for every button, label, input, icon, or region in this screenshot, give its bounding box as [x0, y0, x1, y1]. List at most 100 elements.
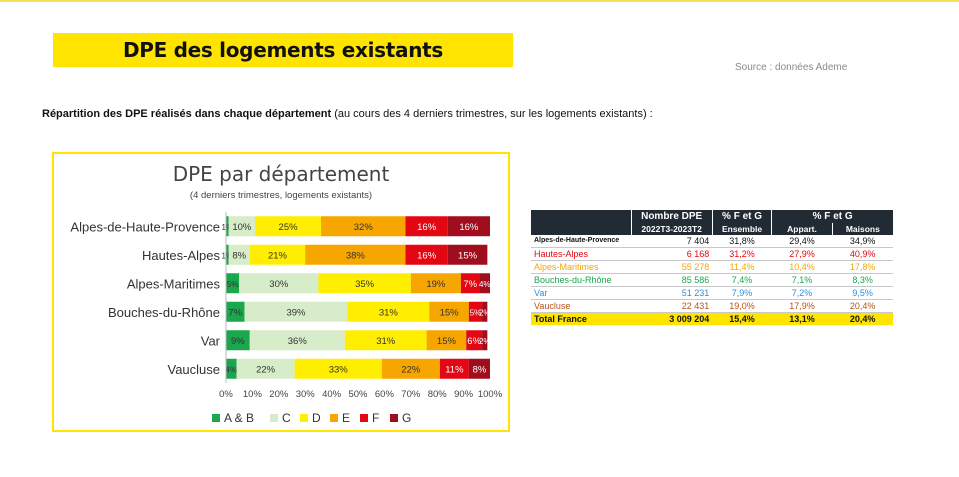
data-label: 4%	[225, 365, 237, 374]
row-name: Alpes-Maritimes	[531, 260, 632, 274]
legend-swatch	[330, 414, 338, 422]
bar-segment	[479, 273, 490, 294]
legend-label: C	[282, 411, 291, 425]
bar-segment	[226, 301, 245, 322]
row-nombre: 85 586	[631, 273, 713, 287]
table-row: Bouches-du-Rhône 85 586 7,4% 7,1% 8,3%	[531, 273, 893, 287]
bar-segment	[255, 216, 322, 237]
data-label: 6%	[467, 336, 481, 347]
bar-segment	[249, 244, 306, 265]
table-header-top: Nombre DPE % F et G % F et G	[531, 210, 893, 223]
row-appart: 7,2%	[771, 286, 833, 300]
data-label: 31%	[376, 336, 396, 347]
legend-label: A & B	[224, 411, 254, 425]
bar-segment	[226, 273, 240, 294]
data-label: 39%	[286, 307, 306, 318]
category-label: Hautes-Alpes	[142, 248, 221, 263]
bar-segment	[305, 244, 406, 265]
bar-segment	[249, 330, 345, 351]
data-label: 36%	[288, 336, 308, 347]
row-maisons: 40,9%	[832, 247, 893, 261]
row-maisons: 20,4%	[832, 299, 893, 313]
data-label: 35%	[355, 279, 375, 290]
header-appart: Appart.	[771, 223, 833, 235]
x-tick-label: 10%	[243, 389, 263, 400]
row-name: Bouches-du-Rhône	[531, 273, 632, 287]
row-maisons: 34,9%	[832, 235, 893, 248]
chart-frame: DPE par département (4 derniers trimestre…	[52, 152, 510, 432]
table-row: Hautes-Alpes 6 168 31,2% 27,9% 40,9%	[531, 247, 893, 261]
total-name: Total France	[531, 312, 632, 325]
x-tick-label: 30%	[296, 389, 316, 400]
header-maisons: Maisons	[831, 223, 893, 235]
bar-segment	[410, 273, 461, 294]
dpe-table-wrap: Nombre DPE % F et G % F et G 2022T3-2023…	[531, 210, 893, 325]
data-label: 4%	[479, 280, 491, 289]
header-nombre: Nombre DPE	[630, 210, 713, 223]
row-ensemble: 31,8%	[712, 235, 772, 248]
legend-swatch	[270, 414, 278, 422]
data-label: 8%	[473, 364, 487, 375]
subtitle-rest: (au cours des 4 derniers trimestres, sur…	[331, 108, 653, 120]
row-nombre: 55 278	[631, 260, 713, 274]
total-appart: 13,1%	[771, 312, 833, 325]
legend-label: F	[372, 411, 379, 425]
x-tick-label: 40%	[322, 389, 342, 400]
bar-segment	[405, 244, 448, 265]
data-label: 11%	[445, 364, 464, 375]
table-total-row: Total France 3 009 204 15,4% 13,1% 20,4%	[531, 312, 893, 325]
category-label: Alpes-de-Haute-Provence	[70, 219, 220, 234]
table-header-bottom: 2022T3-2023T2 Ensemble Appart. Maisons	[531, 223, 893, 235]
data-label: 2%	[479, 337, 491, 346]
bar-segment	[429, 301, 469, 322]
table-row: Var 51 231 7,9% 7,2% 9,5%	[531, 286, 893, 300]
row-ensemble: 19,0%	[712, 299, 772, 313]
header-period: 2022T3-2023T2	[630, 223, 713, 235]
data-label: 22%	[256, 364, 276, 375]
category-label: Vaucluse	[167, 362, 220, 377]
bar-segment	[447, 244, 488, 265]
x-tick-label: 90%	[454, 389, 474, 400]
x-tick-label: 100%	[478, 389, 503, 400]
data-label: 1%	[222, 251, 234, 260]
header-blank	[531, 210, 632, 223]
row-maisons: 8,3%	[832, 273, 893, 287]
legend-label: E	[342, 411, 350, 425]
bar-segment	[294, 358, 382, 379]
table-row: Alpes-Maritimes 55 278 11,4% 10,4% 17,8%	[531, 260, 893, 274]
subtitle-bold: Répartition des DPE réalisés dans chaque…	[42, 108, 332, 120]
bar-segment	[226, 244, 229, 265]
data-label: 7%	[463, 279, 477, 290]
x-tick-label: 60%	[375, 389, 395, 400]
x-tick-label: 80%	[428, 389, 448, 400]
bar-segment	[244, 301, 348, 322]
header-blank-2	[531, 223, 632, 235]
row-appart: 29,4%	[771, 235, 833, 248]
legend-swatch	[390, 414, 398, 422]
row-nombre: 6 168	[631, 247, 713, 261]
data-label: 15%	[440, 307, 460, 318]
row-ensemble: 31,2%	[712, 247, 772, 261]
x-tick-label: 0%	[219, 389, 233, 400]
data-label: 25%	[279, 222, 299, 233]
data-label: 22%	[401, 364, 421, 375]
bar-segment	[466, 330, 483, 351]
section-subtitle: Répartition des DPE réalisés dans chaque…	[42, 108, 653, 120]
table-body: Alpes-de-Haute-Provence 7 404 31,8% 29,4% 34…	[531, 235, 893, 325]
bar-segment	[226, 330, 250, 351]
bar-segment	[468, 301, 483, 322]
bar-segment	[439, 358, 469, 379]
bar-segment	[381, 358, 440, 379]
header-fg-split: % F et G	[771, 210, 893, 223]
bar-segment	[321, 216, 406, 237]
data-label: 16%	[417, 222, 437, 233]
data-label: 8%	[232, 250, 246, 261]
row-name: Hautes-Alpes	[531, 247, 632, 261]
legend-swatch	[360, 414, 368, 422]
row-nombre: 51 231	[631, 286, 713, 300]
data-label: 16%	[417, 250, 437, 261]
total-nombre: 3 009 204	[631, 312, 713, 325]
bar-segment	[226, 216, 229, 237]
legend-label: D	[312, 411, 321, 425]
chart-title: DPE par département	[173, 162, 390, 186]
